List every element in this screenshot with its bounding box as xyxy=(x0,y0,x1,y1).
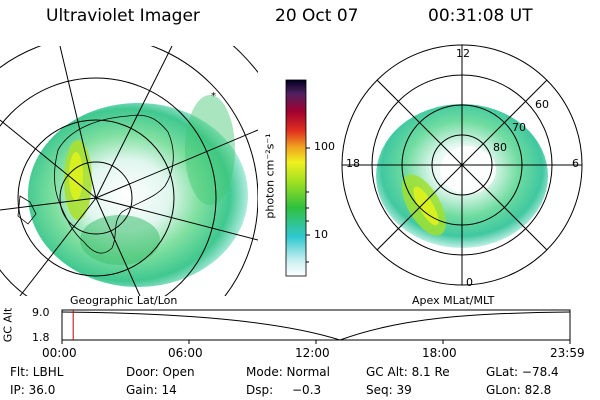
time-label: 00:31:08 UT xyxy=(428,6,533,26)
dsp-label: Dsp: xyxy=(246,383,274,397)
mlat-label-60: 60 xyxy=(535,98,549,111)
altitude-ylabel: GC Alt xyxy=(1,307,15,343)
left-map-label: Geographic Lat/Lon xyxy=(70,294,178,307)
date-label: 20 Oct 07 xyxy=(275,6,359,26)
mlt-label-0: 0 xyxy=(466,276,473,289)
svg-text:*: * xyxy=(211,91,216,102)
gain-info: Gain: 14 xyxy=(126,383,177,397)
altitude-ytick-1-8: 1.8 xyxy=(32,331,50,344)
instrument-title: Ultraviolet Imager xyxy=(46,6,200,26)
ip-info: IP: 36.0 xyxy=(10,383,56,397)
seq-info: Seq: 39 xyxy=(366,383,412,397)
altitude-curve xyxy=(61,311,571,341)
mlt-label-18: 18 xyxy=(346,157,360,170)
left-bright-core xyxy=(69,152,83,200)
colorbar-ylabel: photon cm⁻²s⁻¹ xyxy=(263,133,277,219)
mode-info: Mode: Normal xyxy=(246,365,330,379)
colorbar-tick-10: 10 xyxy=(314,228,328,241)
altitude-xtick-0600: 06:00 xyxy=(168,346,203,360)
right-map-label: Apex MLat/MLT xyxy=(412,294,495,307)
mlat-label-80: 80 xyxy=(493,141,507,154)
altitude-ytick-9: 9.0 xyxy=(32,306,50,319)
altitude-xtick-1800: 18:00 xyxy=(422,346,457,360)
colorbar-tick-100: 100 xyxy=(314,140,335,153)
door-info: Door: Open xyxy=(126,365,195,379)
geographic-map: * xyxy=(0,46,258,296)
altitude-xtick-0000: 00:00 xyxy=(42,346,77,360)
apex-map xyxy=(341,44,583,286)
colorbar xyxy=(285,79,307,277)
glat-info: GLat: −78.4 xyxy=(486,365,559,379)
altitude-xtick-2359: 23:59 xyxy=(550,346,585,360)
mlt-label-12: 12 xyxy=(456,47,470,60)
dsp-value: −0.3 xyxy=(292,383,322,397)
gc-alt-info: GC Alt: 8.1 Re xyxy=(366,365,450,379)
altitude-xtick-1200: 12:00 xyxy=(295,346,330,360)
filter-info: Flt: LBHL xyxy=(10,365,64,379)
glon-info: GLon: 82.8 xyxy=(486,383,552,397)
altitude-plot xyxy=(61,309,571,344)
mlat-label-70: 70 xyxy=(512,121,526,134)
mlt-label-6: 6 xyxy=(572,157,579,170)
